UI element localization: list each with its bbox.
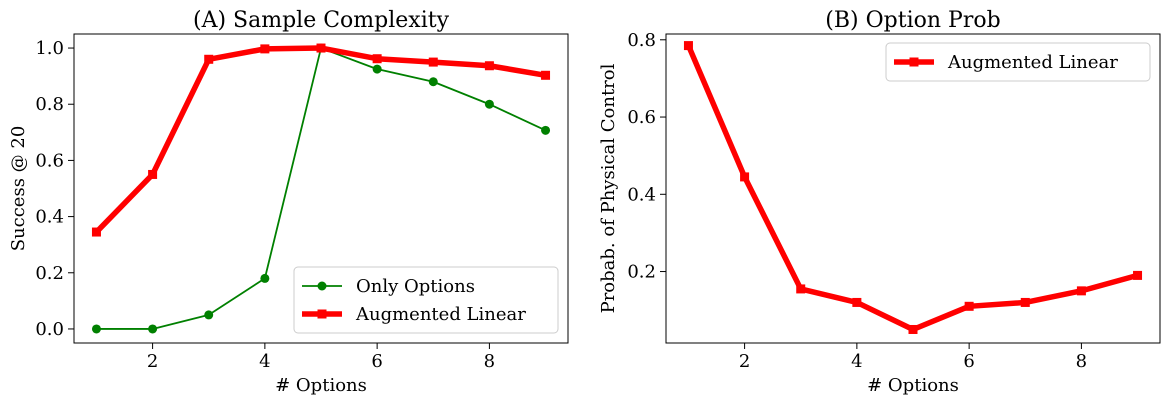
- data-point: [372, 54, 382, 64]
- data-point: [316, 43, 326, 53]
- data-point: [541, 70, 551, 80]
- data-point: [852, 297, 862, 307]
- data-point: [908, 324, 918, 334]
- y-tick-label: 1.0: [35, 38, 64, 59]
- x-tick-label: 2: [147, 351, 158, 372]
- data-point: [204, 54, 214, 64]
- legend-label: Augmented Linear: [355, 304, 526, 325]
- data-point: [148, 324, 158, 334]
- data-point: [91, 324, 101, 334]
- y-tick-label: 0.8: [35, 94, 64, 115]
- x-tick-label: 2: [739, 351, 750, 372]
- legend-marker: [317, 309, 327, 319]
- x-tick-label: 8: [484, 351, 495, 372]
- data-point: [484, 61, 494, 71]
- y-tick-label: 0.4: [627, 184, 656, 205]
- data-point: [1076, 286, 1086, 296]
- data-point: [372, 64, 382, 74]
- y-tick-label: 0.2: [627, 262, 656, 283]
- data-point: [683, 41, 693, 51]
- data-point: [428, 57, 438, 67]
- legend-label: Only Options: [356, 276, 475, 297]
- data-point: [91, 227, 101, 237]
- data-point: [796, 284, 806, 294]
- legend: Augmented Linear: [885, 42, 1151, 82]
- x-tick-label: 6: [963, 351, 974, 372]
- legend-marker: [909, 57, 919, 67]
- data-point: [260, 44, 270, 54]
- chart-title: (B) Option Prob: [825, 8, 1000, 33]
- chart-title: (A) Sample Complexity: [193, 8, 450, 33]
- y-tick-label: 0.6: [627, 107, 656, 128]
- panel-sample-complexity: (A) Sample Complexity # Options Success @ …: [8, 8, 569, 396]
- legend-box: [885, 42, 1151, 82]
- x-axis-label: # Options: [867, 375, 959, 396]
- data-point: [1133, 270, 1143, 280]
- legend-label: Augmented Linear: [947, 52, 1118, 73]
- y-tick-label: 0.4: [35, 207, 64, 228]
- data-point: [148, 169, 158, 179]
- plot-frame: [73, 33, 569, 344]
- legend: Only Options Augmented Linear: [293, 266, 559, 334]
- x-tick-label: 4: [259, 351, 270, 372]
- y-tick-label: 0.0: [35, 319, 64, 340]
- series-line-1: [94, 45, 547, 234]
- data-point: [541, 125, 551, 135]
- data-point: [740, 172, 750, 182]
- x-tick-label: 8: [1076, 351, 1087, 372]
- y-tick-label: 0.2: [35, 263, 64, 284]
- y-axis-label: Probab. of Physical Control: [598, 63, 619, 313]
- x-tick-label: 6: [371, 351, 382, 372]
- plot-frame: [665, 33, 1161, 344]
- x-tick-label: 4: [851, 351, 862, 372]
- legend-marker: [317, 281, 327, 291]
- data-point: [260, 273, 270, 283]
- data-point: [964, 301, 974, 311]
- data-point: [204, 310, 214, 320]
- y-tick-label: 0.8: [627, 30, 656, 51]
- x-axis-label: # Options: [275, 375, 367, 396]
- series-line-0: [685, 44, 1139, 333]
- data-point: [1020, 297, 1030, 307]
- legend-box: [293, 266, 559, 334]
- y-axis-label: Success @ 20: [8, 126, 29, 252]
- y-tick-label: 0.6: [35, 150, 64, 171]
- data-point: [428, 77, 438, 87]
- panel-option-prob: (B) Option Prob # Options Probab. of Physi…: [598, 8, 1161, 396]
- data-point: [484, 99, 494, 109]
